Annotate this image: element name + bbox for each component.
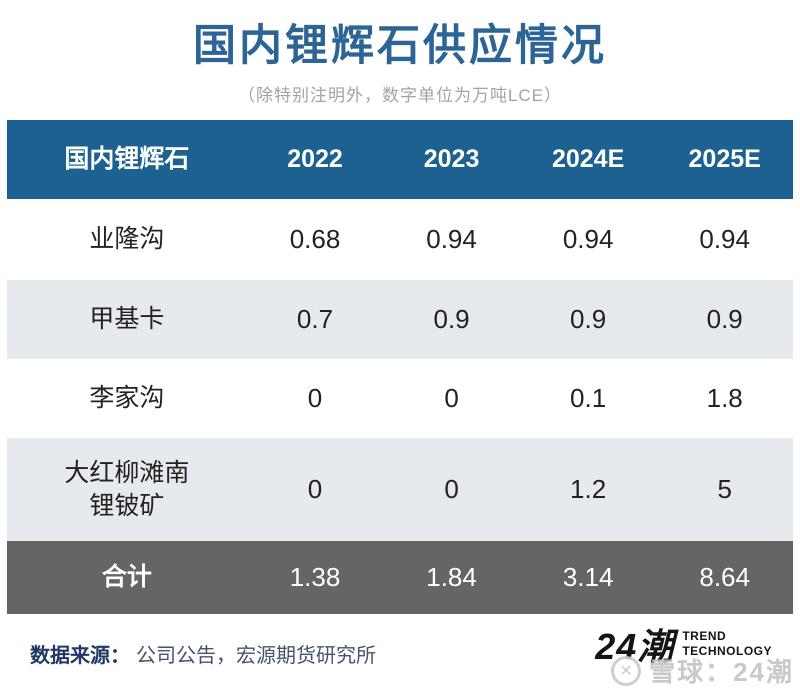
supply-table: 国内锂辉石 2022 2023 2024E 2025E 业隆沟 0.68 0.9… [7,120,793,614]
cell-value: 0.7 [296,303,334,334]
cell-value: 5 [717,473,732,504]
cell-value: 0.68 [289,223,341,254]
header: 国内锂辉石供应情况 （除特别注明外，数字单位为万吨LCE） [0,0,800,120]
data-source-text: 公司公告，宏源期货研究所 [136,645,376,667]
logo-tagline-line1: TREND [682,628,727,643]
logo-tagline-line2: TECHNOLOGY [682,643,772,658]
table-row: 李家沟 0 0 0.1 1.8 [7,359,793,438]
table-row: 业隆沟 0.68 0.94 0.94 0.94 [7,199,793,280]
table-total-row: 合计 1.38 1.84 3.14 8.64 [7,541,793,614]
table-header-row: 国内锂辉石 2022 2023 2024E 2025E [7,120,793,199]
cell-value: 0 [444,473,459,504]
page-title: 国内锂辉石供应情况 [193,22,607,70]
cell-value: 0.9 [570,303,607,334]
total-label: 合计 [101,563,152,592]
cell-value: 0.9 [433,303,470,334]
column-header-2023: 2023 [423,145,480,174]
table-row: 大红柳滩南 锂铍矿 0 0 1.2 5 [7,438,793,541]
row-label: 大红柳滩南 锂铍矿 [64,459,190,520]
data-source: 数据来源： 公司公告，宏源期货研究所 [30,639,376,668]
brand-logo: 24潮 TREND TECHNOLOGY [595,618,772,670]
cell-value: 0 [307,473,323,504]
cell-value: 0 [307,382,323,413]
data-source-label: 数据来源： [30,645,130,667]
logo-tagline: TREND TECHNOLOGY [682,629,772,659]
total-value: 1.84 [426,561,477,592]
footer: 数据来源： 公司公告，宏源期货研究所 24潮 TREND TECHNOLOGY … [0,614,800,693]
cell-value: 0.1 [570,382,607,413]
total-value: 1.38 [289,561,341,592]
row-label: 李家沟 [89,384,165,413]
cell-value: 0.94 [562,223,614,254]
row-label: 业隆沟 [89,225,165,254]
cell-value: 1.2 [570,473,607,504]
total-value: 3.14 [562,561,614,592]
logo-24chao: 24潮 [595,625,675,667]
cell-value: 0 [444,382,459,413]
table-row: 甲基卡 0.7 0.9 0.9 0.9 [7,280,793,359]
column-header-2024e: 2024E [551,145,625,174]
column-header-2025e: 2025E [688,145,761,174]
cell-value: 0.9 [706,303,743,334]
cell-value: 1.8 [706,382,743,413]
cell-value: 0.94 [699,223,750,254]
cell-value: 0.94 [426,223,477,254]
total-value: 8.64 [699,561,750,592]
page-subtitle: （除特别注明外，数字单位为万吨LCE） [237,86,563,106]
row-label: 甲基卡 [89,305,165,334]
column-header-2022: 2022 [287,145,343,174]
column-header-name: 国内锂辉石 [64,145,190,174]
